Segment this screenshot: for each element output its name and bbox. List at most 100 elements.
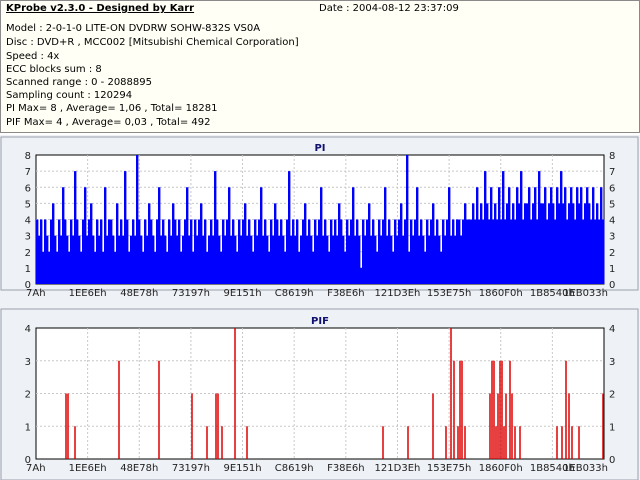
pi-bar [100,219,103,284]
pif-bar [571,426,573,459]
pi-bar [330,219,333,284]
pi-bar [176,235,179,284]
pi-bar [288,171,291,284]
pi-y-tick-left: 2 [25,248,31,259]
pi-y-tick-right: 4 [609,216,615,227]
pi-bar [392,251,395,284]
pif-bar [556,426,558,459]
pi-bar [556,187,559,284]
pi-bar [170,235,173,284]
pif-bar [565,360,567,459]
pi-bar [128,251,131,284]
pi-bar [284,251,287,284]
pi-bar [538,171,541,284]
pi-y-tick-right: 2 [609,248,615,259]
pi-bar [212,235,215,284]
pi-bar [114,251,117,284]
pif-y-tick-left: 0 [25,455,31,466]
pi-bar [206,251,209,284]
pi-bar [416,187,419,284]
pif-x-tick-label: 73197h [172,463,210,474]
pi-bar [158,187,161,284]
pi-bar [508,187,511,284]
pi-bar [576,187,579,284]
pi-bar [244,203,247,284]
pi-bar [198,219,201,284]
pi-bar [496,219,499,284]
pi-bar [132,219,135,284]
pi-bar [438,235,441,284]
pi-bar [434,235,437,284]
pif-y-tick-left: 2 [25,390,31,401]
pi-bar [384,187,387,284]
pi-bar [544,187,547,284]
pi-bar [306,235,309,284]
pif-x-tick-label: 9E151h [223,463,261,474]
pi-bar [356,219,359,284]
pi-bar [528,187,531,284]
pi-y-tick-left: 7 [25,167,31,178]
pif-bar [464,426,466,459]
pi-bar [466,219,469,284]
pif-y-tick-right: 0 [609,455,615,466]
pi-bar [304,203,307,284]
pi-x-tick-label: 7Ah [26,288,46,299]
pi-x-tick-label: 48E78h [120,288,158,299]
pif-bar [215,393,217,459]
pi-bar [452,219,455,284]
pif-y-tick-left: 3 [25,357,31,368]
pi-bar [76,219,79,284]
pif-chart: PIF 0 0 1 1 2 2 3 3 4 4 7Ah 1EE6Eh 48E78h 73197h 9E151h… [0,308,639,480]
pi-bar [394,219,397,284]
pi-bar [146,235,149,284]
pi-bar [470,219,473,284]
pi-x-tick-label: 1B8540h [530,288,575,299]
pi-bar [202,235,205,284]
pif-x-tick-label: 121D3Eh [375,463,421,474]
pi-bar [40,219,43,284]
pi-bar [162,219,165,284]
app-title: KProbe v2.3.0 - Designed by Karr [6,3,195,14]
pi-bar [270,219,273,284]
pi-bar [318,219,321,284]
pi-bar [398,219,401,284]
pi-bar [282,235,285,284]
pi-bar [564,187,567,284]
pi-bar [472,203,475,284]
pi-bar [290,235,293,284]
pi-bar [372,219,375,284]
pi-bar [468,219,471,284]
pi-bar [338,203,341,284]
pi-bar [220,251,223,284]
pif-bar [246,426,248,459]
pi-bar [136,155,139,284]
pi-bar [514,219,517,284]
pi-y-tick-left: 5 [25,199,31,210]
pi-bar [546,219,549,284]
pi-bar [44,219,47,284]
pi-bar [252,251,255,284]
pi-bar [480,203,483,284]
pi-y-tick-left: 3 [25,232,31,243]
pi-bar [268,251,271,284]
pi-bar [154,251,157,284]
pi-bar [498,187,501,284]
pi-bar [296,219,299,284]
pi-bar [110,219,113,284]
pi-bar [250,235,253,284]
pi-bar [534,187,537,284]
pi-bar [224,235,227,284]
pif-bar [74,426,76,459]
pi-bar [500,219,503,284]
pif-bar [561,426,563,459]
pi-bar [386,235,389,284]
pi-bar [400,203,403,284]
pi-bar [446,219,449,284]
pi-bar [58,219,61,284]
pi-bar [586,187,589,284]
pi-bar [264,219,267,284]
pi-bar [418,235,421,284]
pi-bar [156,219,159,284]
pi-bar [444,235,447,284]
pi-bar [42,251,45,284]
